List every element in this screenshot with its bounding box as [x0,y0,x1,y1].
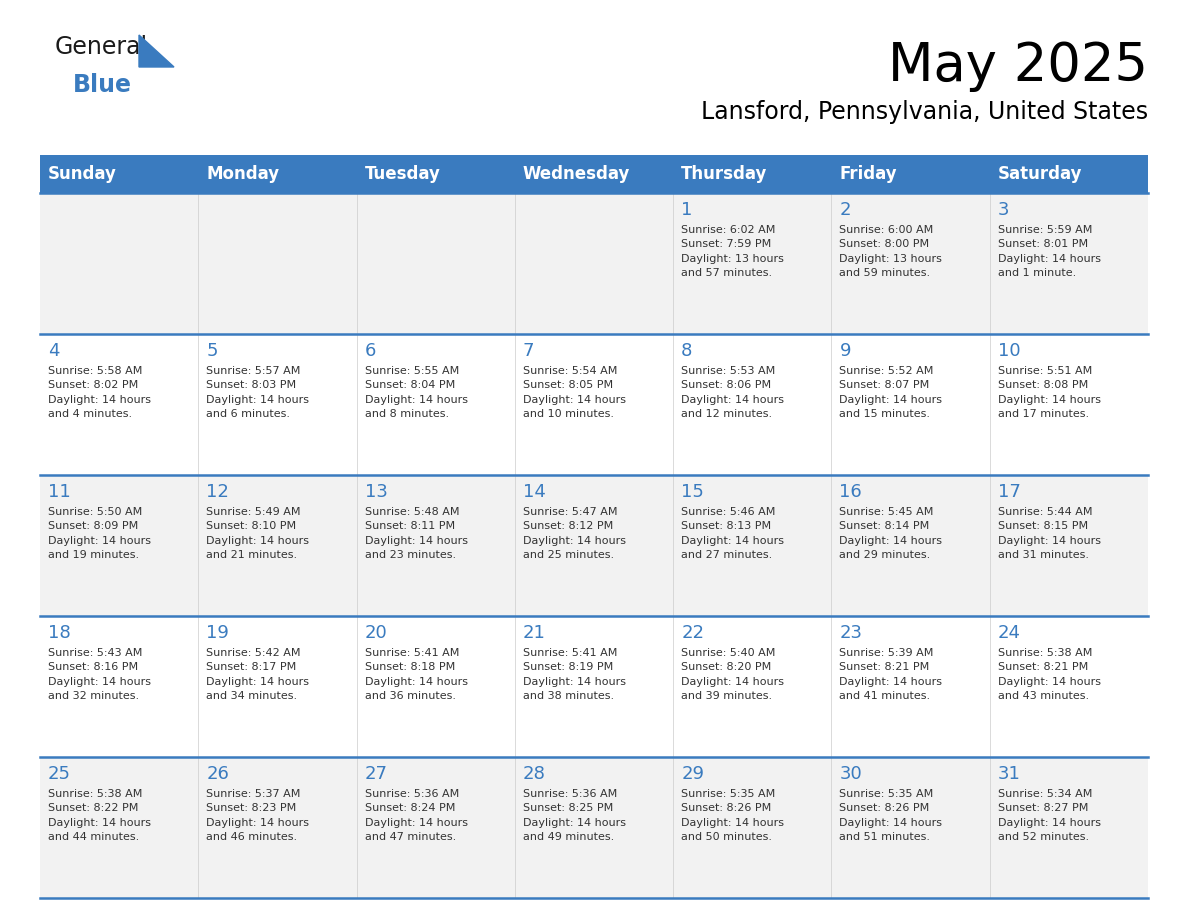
Text: Sunrise: 5:57 AM
Sunset: 8:03 PM
Daylight: 14 hours
and 6 minutes.: Sunrise: 5:57 AM Sunset: 8:03 PM Dayligh… [207,366,309,420]
Text: Sunrise: 5:40 AM
Sunset: 8:20 PM
Daylight: 14 hours
and 39 minutes.: Sunrise: 5:40 AM Sunset: 8:20 PM Dayligh… [681,648,784,701]
Text: Sunrise: 5:50 AM
Sunset: 8:09 PM
Daylight: 14 hours
and 19 minutes.: Sunrise: 5:50 AM Sunset: 8:09 PM Dayligh… [48,507,151,560]
Text: Sunrise: 5:37 AM
Sunset: 8:23 PM
Daylight: 14 hours
and 46 minutes.: Sunrise: 5:37 AM Sunset: 8:23 PM Dayligh… [207,789,309,842]
Text: Sunrise: 5:36 AM
Sunset: 8:24 PM
Daylight: 14 hours
and 47 minutes.: Sunrise: 5:36 AM Sunset: 8:24 PM Dayligh… [365,789,468,842]
Polygon shape [139,35,173,67]
Bar [40,155,1148,193]
Text: 8: 8 [681,342,693,360]
Text: Sunrise: 5:58 AM
Sunset: 8:02 PM
Daylight: 14 hours
and 4 minutes.: Sunrise: 5:58 AM Sunset: 8:02 PM Dayligh… [48,366,151,420]
Text: Sunrise: 5:44 AM
Sunset: 8:15 PM
Daylight: 14 hours
and 31 minutes.: Sunrise: 5:44 AM Sunset: 8:15 PM Dayligh… [998,507,1101,560]
Text: 12: 12 [207,483,229,501]
Text: 21: 21 [523,624,545,642]
Text: 29: 29 [681,765,704,783]
Text: 9: 9 [840,342,851,360]
Bar [40,193,1148,334]
Text: 2: 2 [840,201,851,219]
Text: 1: 1 [681,201,693,219]
Text: May 2025: May 2025 [887,40,1148,92]
Text: Sunrise: 5:35 AM
Sunset: 8:26 PM
Daylight: 14 hours
and 51 minutes.: Sunrise: 5:35 AM Sunset: 8:26 PM Dayligh… [840,789,942,842]
Text: Sunday: Sunday [48,165,116,183]
Text: Sunrise: 5:38 AM
Sunset: 8:21 PM
Daylight: 14 hours
and 43 minutes.: Sunrise: 5:38 AM Sunset: 8:21 PM Dayligh… [998,648,1101,701]
Text: 27: 27 [365,765,387,783]
Text: 30: 30 [840,765,862,783]
Text: Sunrise: 5:52 AM
Sunset: 8:07 PM
Daylight: 14 hours
and 15 minutes.: Sunrise: 5:52 AM Sunset: 8:07 PM Dayligh… [840,366,942,420]
Text: 20: 20 [365,624,387,642]
Text: Sunrise: 5:51 AM
Sunset: 8:08 PM
Daylight: 14 hours
and 17 minutes.: Sunrise: 5:51 AM Sunset: 8:08 PM Dayligh… [998,366,1101,420]
Text: Sunrise: 5:48 AM
Sunset: 8:11 PM
Daylight: 14 hours
and 23 minutes.: Sunrise: 5:48 AM Sunset: 8:11 PM Dayligh… [365,507,468,560]
Text: 24: 24 [998,624,1020,642]
Text: Sunrise: 5:55 AM
Sunset: 8:04 PM
Daylight: 14 hours
and 8 minutes.: Sunrise: 5:55 AM Sunset: 8:04 PM Dayligh… [365,366,468,420]
Text: Wednesday: Wednesday [523,165,630,183]
Text: Monday: Monday [207,165,279,183]
Text: 14: 14 [523,483,545,501]
Text: 17: 17 [998,483,1020,501]
Text: 25: 25 [48,765,71,783]
Text: Sunrise: 5:35 AM
Sunset: 8:26 PM
Daylight: 14 hours
and 50 minutes.: Sunrise: 5:35 AM Sunset: 8:26 PM Dayligh… [681,789,784,842]
Text: 31: 31 [998,765,1020,783]
Text: 13: 13 [365,483,387,501]
Text: Lansford, Pennsylvania, United States: Lansford, Pennsylvania, United States [701,100,1148,124]
Text: Sunrise: 5:59 AM
Sunset: 8:01 PM
Daylight: 14 hours
and 1 minute.: Sunrise: 5:59 AM Sunset: 8:01 PM Dayligh… [998,225,1101,278]
Text: 11: 11 [48,483,71,501]
Text: Sunrise: 5:53 AM
Sunset: 8:06 PM
Daylight: 14 hours
and 12 minutes.: Sunrise: 5:53 AM Sunset: 8:06 PM Dayligh… [681,366,784,420]
Text: Sunrise: 5:36 AM
Sunset: 8:25 PM
Daylight: 14 hours
and 49 minutes.: Sunrise: 5:36 AM Sunset: 8:25 PM Dayligh… [523,789,626,842]
Text: 6: 6 [365,342,375,360]
Text: Blue: Blue [72,73,132,97]
Text: 10: 10 [998,342,1020,360]
Text: 22: 22 [681,624,704,642]
Text: Sunrise: 5:54 AM
Sunset: 8:05 PM
Daylight: 14 hours
and 10 minutes.: Sunrise: 5:54 AM Sunset: 8:05 PM Dayligh… [523,366,626,420]
Text: Sunrise: 5:49 AM
Sunset: 8:10 PM
Daylight: 14 hours
and 21 minutes.: Sunrise: 5:49 AM Sunset: 8:10 PM Dayligh… [207,507,309,560]
Text: Sunrise: 5:41 AM
Sunset: 8:19 PM
Daylight: 14 hours
and 38 minutes.: Sunrise: 5:41 AM Sunset: 8:19 PM Dayligh… [523,648,626,701]
Text: Sunrise: 5:38 AM
Sunset: 8:22 PM
Daylight: 14 hours
and 44 minutes.: Sunrise: 5:38 AM Sunset: 8:22 PM Dayligh… [48,789,151,842]
Text: 26: 26 [207,765,229,783]
Text: 19: 19 [207,624,229,642]
Text: Sunrise: 6:00 AM
Sunset: 8:00 PM
Daylight: 13 hours
and 59 minutes.: Sunrise: 6:00 AM Sunset: 8:00 PM Dayligh… [840,225,942,278]
Text: Sunrise: 5:43 AM
Sunset: 8:16 PM
Daylight: 14 hours
and 32 minutes.: Sunrise: 5:43 AM Sunset: 8:16 PM Dayligh… [48,648,151,701]
Text: 16: 16 [840,483,862,501]
Text: Sunrise: 6:02 AM
Sunset: 7:59 PM
Daylight: 13 hours
and 57 minutes.: Sunrise: 6:02 AM Sunset: 7:59 PM Dayligh… [681,225,784,278]
Text: Sunrise: 5:39 AM
Sunset: 8:21 PM
Daylight: 14 hours
and 41 minutes.: Sunrise: 5:39 AM Sunset: 8:21 PM Dayligh… [840,648,942,701]
Text: Sunrise: 5:47 AM
Sunset: 8:12 PM
Daylight: 14 hours
and 25 minutes.: Sunrise: 5:47 AM Sunset: 8:12 PM Dayligh… [523,507,626,560]
Text: 4: 4 [48,342,59,360]
Text: Sunrise: 5:46 AM
Sunset: 8:13 PM
Daylight: 14 hours
and 27 minutes.: Sunrise: 5:46 AM Sunset: 8:13 PM Dayligh… [681,507,784,560]
Text: 3: 3 [998,201,1010,219]
Text: Sunrise: 5:45 AM
Sunset: 8:14 PM
Daylight: 14 hours
and 29 minutes.: Sunrise: 5:45 AM Sunset: 8:14 PM Dayligh… [840,507,942,560]
Text: 5: 5 [207,342,217,360]
Text: Friday: Friday [840,165,897,183]
Text: General: General [55,35,148,59]
Text: 15: 15 [681,483,704,501]
Text: 18: 18 [48,624,71,642]
Text: Tuesday: Tuesday [365,165,441,183]
Text: 28: 28 [523,765,545,783]
Text: Thursday: Thursday [681,165,767,183]
Text: 7: 7 [523,342,535,360]
Text: Sunrise: 5:34 AM
Sunset: 8:27 PM
Daylight: 14 hours
and 52 minutes.: Sunrise: 5:34 AM Sunset: 8:27 PM Dayligh… [998,789,1101,842]
Text: Sunrise: 5:42 AM
Sunset: 8:17 PM
Daylight: 14 hours
and 34 minutes.: Sunrise: 5:42 AM Sunset: 8:17 PM Dayligh… [207,648,309,701]
Bar [40,475,1148,616]
Text: Saturday: Saturday [998,165,1082,183]
Bar [40,757,1148,898]
Text: Sunrise: 5:41 AM
Sunset: 8:18 PM
Daylight: 14 hours
and 36 minutes.: Sunrise: 5:41 AM Sunset: 8:18 PM Dayligh… [365,648,468,701]
Text: 23: 23 [840,624,862,642]
Bar [40,616,1148,757]
Bar [40,334,1148,475]
